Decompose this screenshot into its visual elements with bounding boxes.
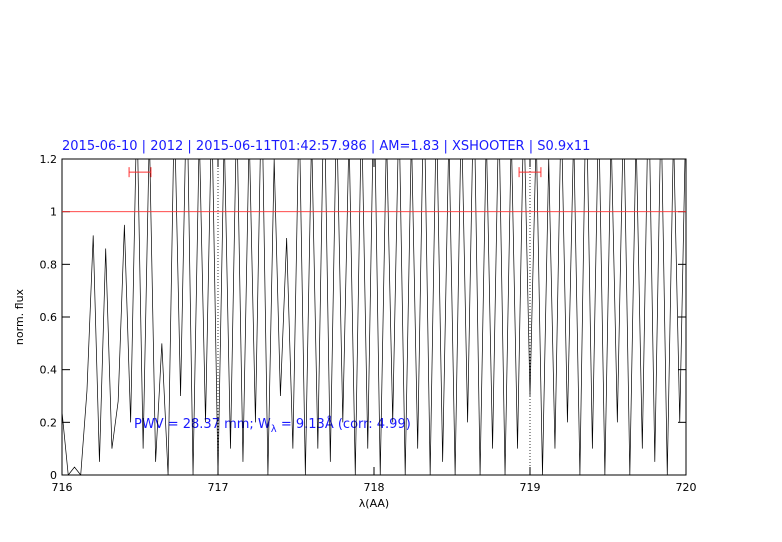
x-tick-label: 720 [676, 481, 697, 494]
annotation-sub: λ [271, 424, 277, 435]
annotation-part: PWV = 28.37 mm; W [134, 417, 271, 432]
y-axis-label: norm. flux [13, 288, 26, 345]
y-tick-label: 0.4 [40, 364, 58, 377]
y-tick-label: 0 [50, 469, 57, 482]
annotation: PWV = 28.37 mm; Wλ = 9.13Å (corr: 4.99) [134, 416, 411, 435]
y-tick-label: 0.2 [40, 416, 58, 429]
x-tick-label: 718 [364, 481, 385, 494]
y-tick-label: 0.6 [40, 311, 58, 324]
chart-title: 2015-06-10 | 2012 | 2015-06-11T01:42:57.… [62, 139, 590, 154]
x-axis-label: λ(AA) [359, 497, 389, 510]
y-tick-label: 0.8 [40, 258, 58, 271]
y-tick-label: 1 [50, 206, 57, 219]
annotation-part: = 9.13Å (corr: 4.99) [277, 416, 411, 432]
x-tick-label: 716 [52, 481, 73, 494]
x-tick-label: 717 [208, 481, 229, 494]
x-tick-label: 719 [520, 481, 541, 494]
spectrum-line [62, 159, 686, 475]
y-tick-label: 1.2 [40, 153, 58, 166]
